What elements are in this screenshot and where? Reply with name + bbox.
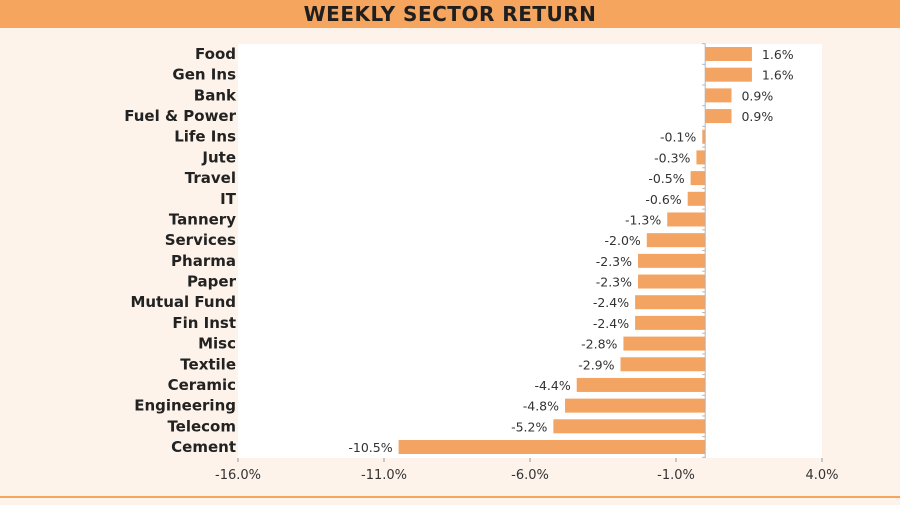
bar	[705, 67, 752, 82]
value-label: -10.5%	[348, 440, 392, 455]
category-label: Services	[165, 231, 236, 249]
bar	[565, 398, 706, 413]
x-tick-label: -6.0%	[511, 468, 549, 483]
bar	[398, 440, 706, 454]
bottom-rule	[0, 496, 900, 498]
category-label: Paper	[187, 273, 237, 291]
category-label: Gen Ins	[172, 66, 236, 84]
category-label: Fuel & Power	[124, 107, 236, 125]
bar	[646, 233, 706, 248]
bar	[702, 129, 706, 144]
bar	[667, 212, 706, 227]
category-label: Tannery	[169, 210, 236, 228]
category-label: IT	[220, 190, 237, 208]
bar	[687, 191, 706, 206]
value-label: -2.8%	[581, 337, 617, 352]
plot-area	[238, 44, 822, 458]
category-label: Travel	[185, 169, 236, 187]
value-label: 1.6%	[762, 47, 794, 62]
bar	[696, 150, 706, 165]
value-label: -2.0%	[605, 233, 641, 248]
bar	[705, 109, 732, 124]
bar	[576, 377, 706, 392]
bar	[620, 357, 706, 372]
category-label: Misc	[198, 335, 236, 353]
title-bar: WEEKLY SECTOR RETURN	[0, 0, 900, 28]
value-label: -2.4%	[593, 316, 629, 331]
category-label: Engineering	[134, 397, 236, 415]
value-label: -1.3%	[625, 212, 661, 227]
category-label: Life Ins	[174, 128, 236, 146]
category-label: Jute	[201, 148, 236, 166]
category-label: Cement	[171, 438, 236, 456]
value-label: -0.5%	[648, 171, 684, 186]
bar	[635, 295, 706, 310]
bar	[638, 274, 706, 289]
category-label: Pharma	[171, 252, 236, 270]
bar	[638, 253, 706, 268]
value-label: -0.3%	[654, 150, 690, 165]
value-label: -2.3%	[596, 254, 632, 269]
value-label: 0.9%	[741, 88, 773, 103]
chart-title: WEEKLY SECTOR RETURN	[303, 2, 597, 26]
category-label: Textile	[180, 355, 236, 373]
value-label: -2.4%	[593, 295, 629, 310]
category-label: Mutual Fund	[130, 293, 236, 311]
bar	[553, 419, 706, 434]
bar	[635, 315, 706, 330]
value-label: 1.6%	[762, 68, 794, 83]
category-label: Food	[195, 45, 236, 63]
x-tick-label: -1.0%	[657, 468, 695, 483]
value-label: -4.8%	[523, 399, 559, 414]
x-tick-label: -16.0%	[215, 468, 261, 483]
value-label: -2.3%	[596, 275, 632, 290]
value-label: -2.9%	[578, 357, 614, 372]
value-label: -5.2%	[511, 419, 547, 434]
category-label: Bank	[194, 86, 237, 104]
value-label: -4.4%	[534, 378, 570, 393]
value-label: -0.6%	[645, 192, 681, 207]
value-label: -0.1%	[660, 130, 696, 145]
x-tick-label: -11.0%	[361, 468, 407, 483]
value-label: 0.9%	[741, 109, 773, 124]
bar	[705, 88, 732, 103]
x-tick-label: 4.0%	[805, 468, 838, 483]
bar	[705, 47, 752, 61]
category-label: Ceramic	[168, 376, 236, 394]
bar	[623, 336, 706, 351]
bar	[690, 171, 706, 186]
category-label: Fin Inst	[172, 314, 236, 332]
category-label: Telecom	[167, 417, 236, 435]
